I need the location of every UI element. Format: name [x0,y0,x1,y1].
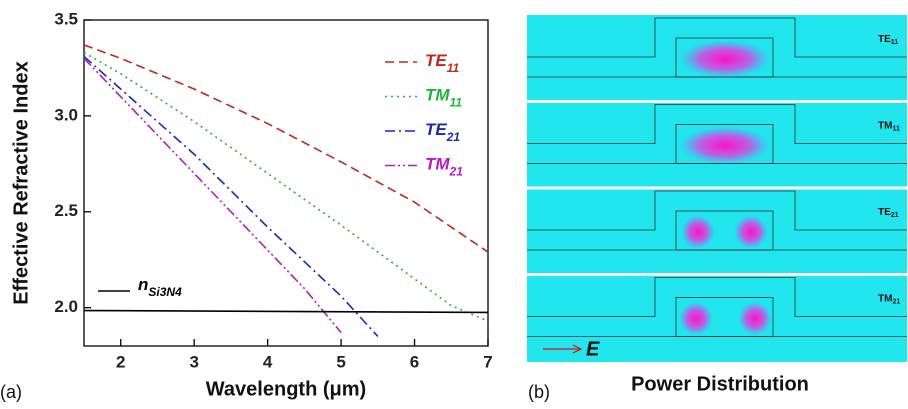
label-subscript: 21 [891,212,899,219]
label-subscript: 11 [450,96,463,110]
label-subscript: Si3N4 [148,285,182,299]
power-spot [679,40,771,78]
label-main: TM [878,120,892,131]
legend-label: TM21 [425,155,463,179]
x-tick-label: 2 [116,352,125,371]
power-spot [679,302,713,336]
series-line [84,56,378,336]
label-subscript: 11 [891,39,899,46]
y-tick-label: 2.0 [54,297,78,316]
x-tick-label: 7 [483,352,492,371]
label-subscript: 11 [447,61,460,75]
label-main: TE [425,120,447,139]
label-main: TE [878,207,891,218]
label-main: TM [425,155,450,174]
y-tick-label: 3.5 [54,9,78,28]
label-main: TM [878,293,892,304]
power-spot [738,302,772,336]
y-axis-label: Effective Refractive Index [10,61,32,304]
label-subscript: 21 [446,130,461,144]
field-label: E [586,338,600,360]
panel-label: (b) [528,382,550,402]
x-tick-label: 3 [189,352,198,371]
label-main: TM [425,86,450,105]
x-tick-label: 5 [336,352,345,371]
panel-caption: Power Distribution [631,373,809,395]
label-main: TE [878,34,891,45]
label-subscript: 11 [892,126,900,133]
power-spot [679,127,771,165]
label-subscript: 21 [892,299,900,306]
x-tick-label: 6 [410,352,419,371]
chart-a: 2 3 4 5 6 7 2.0 2.5 3.0 3.5 Wavelength (μm) Effecti… [10,9,492,400]
figure: 2 3 4 5 6 7 2.0 2.5 3.0 3.5 Wavelength (μm) Effecti… [0,0,908,409]
power-spot [734,215,768,249]
legend-label: nSi3N4 [138,275,182,299]
y-tick-label: 3.0 [54,105,78,124]
y-tick-label: 2.5 [54,201,78,220]
label-main: n [138,275,148,294]
series-line [84,45,488,252]
legend-label: TE11 [425,51,460,75]
panel-label: (a) [0,382,22,402]
x-axis-label: Wavelength (μm) [206,378,366,400]
power-spot [681,215,715,249]
x-tick-label: 4 [263,352,273,371]
legend-label: TM11 [425,86,462,110]
label-main: TE [425,51,447,70]
legend-label: TE21 [425,120,460,144]
label-subscript: 21 [449,165,464,179]
series-line [84,311,488,313]
